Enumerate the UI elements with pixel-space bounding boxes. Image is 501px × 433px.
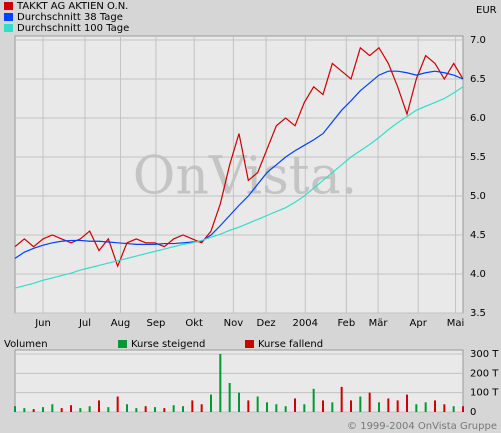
volume-bar (228, 383, 231, 412)
line-series (14, 86, 464, 289)
legend-label: Durchschnitt 100 Tage (17, 23, 129, 34)
volume-bar (294, 398, 296, 412)
volume-bar (378, 402, 380, 412)
volume-title: Volumen (4, 339, 48, 350)
volume-bar (70, 405, 72, 412)
legend-swatch (4, 13, 13, 21)
volume-bar (452, 406, 455, 412)
volume-bar (172, 405, 175, 412)
volume-bar (126, 404, 128, 412)
y-tick-label: 5.5 (470, 152, 486, 163)
volume-bar (107, 407, 110, 412)
currency: EUR (476, 5, 497, 16)
volume-bar (98, 400, 100, 412)
y-tick-label: 200 T (470, 368, 499, 379)
watermark: OnVista. (133, 147, 358, 207)
volume-bar (14, 406, 16, 412)
volume-bar (135, 408, 138, 412)
y-tick-label: 300 T (470, 349, 499, 360)
legend-swatch (118, 340, 127, 348)
x-tick-label: Dez (257, 318, 276, 329)
y-tick-label: 100 T (470, 388, 499, 399)
volume-bar (284, 406, 287, 412)
volume-bar (462, 406, 464, 412)
copyright: © 1999-2004 OnVista Gruppe (347, 421, 497, 432)
legend-swatch (245, 340, 254, 348)
x-tick-label: Apr (410, 318, 428, 329)
volume-bar (322, 400, 324, 412)
volume-bar (331, 402, 334, 412)
volume-bar (424, 402, 427, 412)
volume-bar (42, 407, 44, 412)
volume-bar (368, 392, 371, 412)
volume-bar (219, 354, 222, 412)
x-tick-label: Nov (224, 318, 244, 329)
y-tick-label: 4.5 (470, 230, 486, 241)
volume-bar (396, 400, 399, 412)
volume-bar (32, 409, 35, 412)
y-tick-label: 0 (470, 407, 476, 418)
volume-bar (163, 408, 166, 412)
volume-bar (88, 406, 91, 412)
volume-bar (51, 404, 54, 412)
volume-bar (191, 400, 194, 412)
legend-label: Kurse steigend (131, 339, 205, 350)
legend-swatch (4, 24, 13, 32)
volume-bar (350, 400, 352, 412)
volume-bar (79, 408, 82, 412)
x-tick-label: Mai (447, 318, 465, 329)
volume-bar (387, 398, 390, 412)
volume-bar (303, 404, 306, 412)
volume-bar (443, 404, 446, 412)
volume-bar (256, 396, 259, 412)
x-tick-label: Okt (185, 318, 203, 329)
x-tick-label: Feb (337, 318, 355, 329)
volume-bar (182, 406, 184, 412)
volume-bar (359, 396, 362, 412)
x-tick-label: Sep (147, 318, 166, 329)
price-plot-area (14, 35, 464, 314)
volume-bar (275, 404, 278, 412)
x-tick-label: Aug (111, 318, 131, 329)
volume-bar (200, 404, 203, 412)
volume-bar (154, 407, 156, 412)
volume-bar (238, 392, 240, 412)
volume-bar (116, 396, 119, 412)
volume-bar (23, 408, 26, 412)
legend-label: Durchschnitt 38 Tage (17, 12, 123, 23)
x-tick-label: Jun (34, 318, 51, 329)
y-tick-label: 6.5 (470, 74, 486, 85)
volume-bar (266, 402, 268, 412)
y-tick-label: 3.5 (470, 308, 486, 319)
x-tick-label: 2004 (293, 318, 318, 329)
legend-swatch (4, 2, 13, 10)
y-tick-label: 6.0 (470, 113, 486, 124)
volume-bar (406, 394, 408, 412)
y-tick-label: 4.0 (470, 269, 486, 280)
volume-bar (144, 406, 147, 412)
y-tick-label: 5.0 (470, 191, 486, 202)
legend-label: TAKKT AG AKTIEN O.N. (16, 1, 128, 12)
legend-label: Kurse fallend (258, 339, 323, 350)
line-series (14, 70, 464, 259)
y-tick-label: 7.0 (470, 35, 486, 46)
volume-bar (415, 404, 418, 412)
x-tick-label: Mär (369, 318, 389, 329)
volume-bar (340, 386, 343, 412)
x-tick-label: Jul (78, 318, 91, 329)
volume-bar (434, 400, 436, 412)
volume-bar (312, 388, 315, 412)
volume-bar (210, 394, 212, 412)
volume-bar (60, 408, 63, 412)
volume-bar (247, 400, 250, 412)
line-series (14, 46, 464, 268)
